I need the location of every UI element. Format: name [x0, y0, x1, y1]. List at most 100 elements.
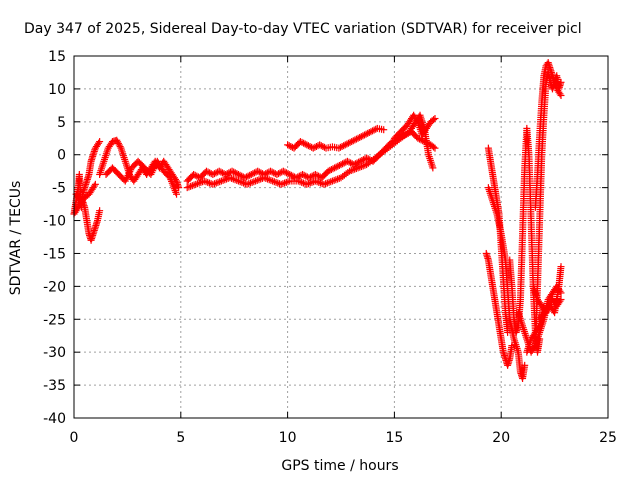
data-point — [285, 142, 293, 150]
data-point — [217, 177, 225, 185]
data-point — [357, 133, 365, 141]
axis-ticks: 0 5 10 15 20 25 -40 -35 -30 -25 -20 -15 -10 -5 0 5 10 15 — [43, 49, 617, 446]
data-point — [306, 179, 314, 187]
data-point — [344, 139, 352, 147]
data-point — [343, 140, 351, 148]
data-point — [347, 167, 355, 175]
data-point — [223, 170, 231, 178]
data-point — [343, 157, 351, 165]
data-point — [341, 141, 349, 149]
data-point — [246, 171, 254, 179]
data-point — [334, 175, 342, 183]
data-point — [337, 161, 345, 169]
data-point — [257, 175, 265, 183]
data-point — [95, 139, 103, 147]
data-point — [284, 178, 292, 186]
data-point — [345, 158, 353, 166]
data-point — [331, 164, 339, 172]
data-point — [298, 178, 306, 186]
data-point — [247, 170, 255, 178]
data-point — [359, 162, 367, 170]
data-point — [236, 171, 244, 179]
data-point — [365, 129, 373, 137]
data-point — [347, 159, 355, 167]
data-point — [336, 143, 344, 151]
data-point — [301, 140, 309, 148]
data-point — [252, 177, 260, 185]
x-tick-label: 10 — [279, 430, 297, 446]
data-point — [360, 131, 368, 139]
data-point — [369, 127, 377, 135]
x-tick-label: 15 — [385, 430, 403, 446]
data-point — [339, 160, 347, 168]
data-point — [204, 168, 212, 176]
data-point — [221, 176, 229, 184]
data-point — [187, 182, 195, 190]
data-point — [284, 141, 292, 149]
y-tick-label: 0 — [57, 148, 66, 164]
data-point — [363, 154, 371, 162]
data-point — [354, 134, 362, 142]
data-point — [326, 166, 334, 174]
data-point — [300, 171, 308, 179]
data-point — [210, 170, 218, 178]
y-tick-label: 15 — [48, 49, 66, 65]
data-point — [540, 302, 548, 310]
x-axis-label: GPS time / hours — [281, 458, 398, 474]
x-tick-label: 5 — [176, 430, 185, 446]
data-point — [185, 183, 193, 191]
data-point — [263, 169, 271, 177]
data-point — [202, 178, 210, 186]
data-point — [334, 162, 342, 170]
data-point — [557, 78, 565, 86]
data-point — [90, 182, 98, 190]
data-point — [557, 263, 565, 271]
data-point — [332, 176, 340, 184]
data-point — [173, 190, 181, 198]
data-point — [351, 165, 359, 173]
data-point — [250, 169, 258, 177]
grid — [74, 56, 608, 418]
data-point — [317, 142, 325, 150]
data-point — [236, 178, 244, 186]
data-point — [311, 177, 319, 185]
data-point — [312, 143, 320, 150]
data-point — [212, 179, 220, 187]
data-point — [228, 167, 236, 175]
data-point — [328, 177, 336, 185]
data-point — [356, 163, 364, 171]
data-point — [556, 90, 564, 98]
data-point — [257, 169, 265, 177]
data-point — [228, 174, 236, 182]
data-point — [281, 179, 289, 187]
data-point — [114, 139, 122, 147]
data-point — [268, 168, 276, 176]
data-point — [296, 138, 304, 146]
data-point — [349, 137, 357, 145]
data-point — [114, 138, 122, 146]
data-point — [295, 172, 303, 180]
data-point — [188, 182, 196, 190]
data-point — [319, 143, 327, 150]
data-point — [353, 159, 361, 167]
data-point — [279, 180, 287, 188]
data-point — [206, 169, 214, 177]
y-tick-label: -10 — [43, 214, 66, 230]
data-point — [255, 168, 263, 176]
data-point — [175, 184, 183, 192]
data-point — [231, 176, 239, 184]
data-point — [212, 169, 220, 177]
data-point — [260, 174, 268, 182]
data-point — [380, 126, 388, 134]
data-point — [431, 144, 439, 152]
x-tick-label: 0 — [70, 430, 79, 446]
data-point — [316, 179, 324, 187]
data-point — [350, 161, 358, 169]
data-point — [332, 163, 340, 171]
y-tick-label: -35 — [43, 378, 66, 394]
data-point — [253, 176, 261, 184]
data-point — [250, 178, 258, 186]
data-point — [230, 168, 238, 176]
data-point — [272, 178, 280, 186]
data-point — [183, 184, 191, 192]
